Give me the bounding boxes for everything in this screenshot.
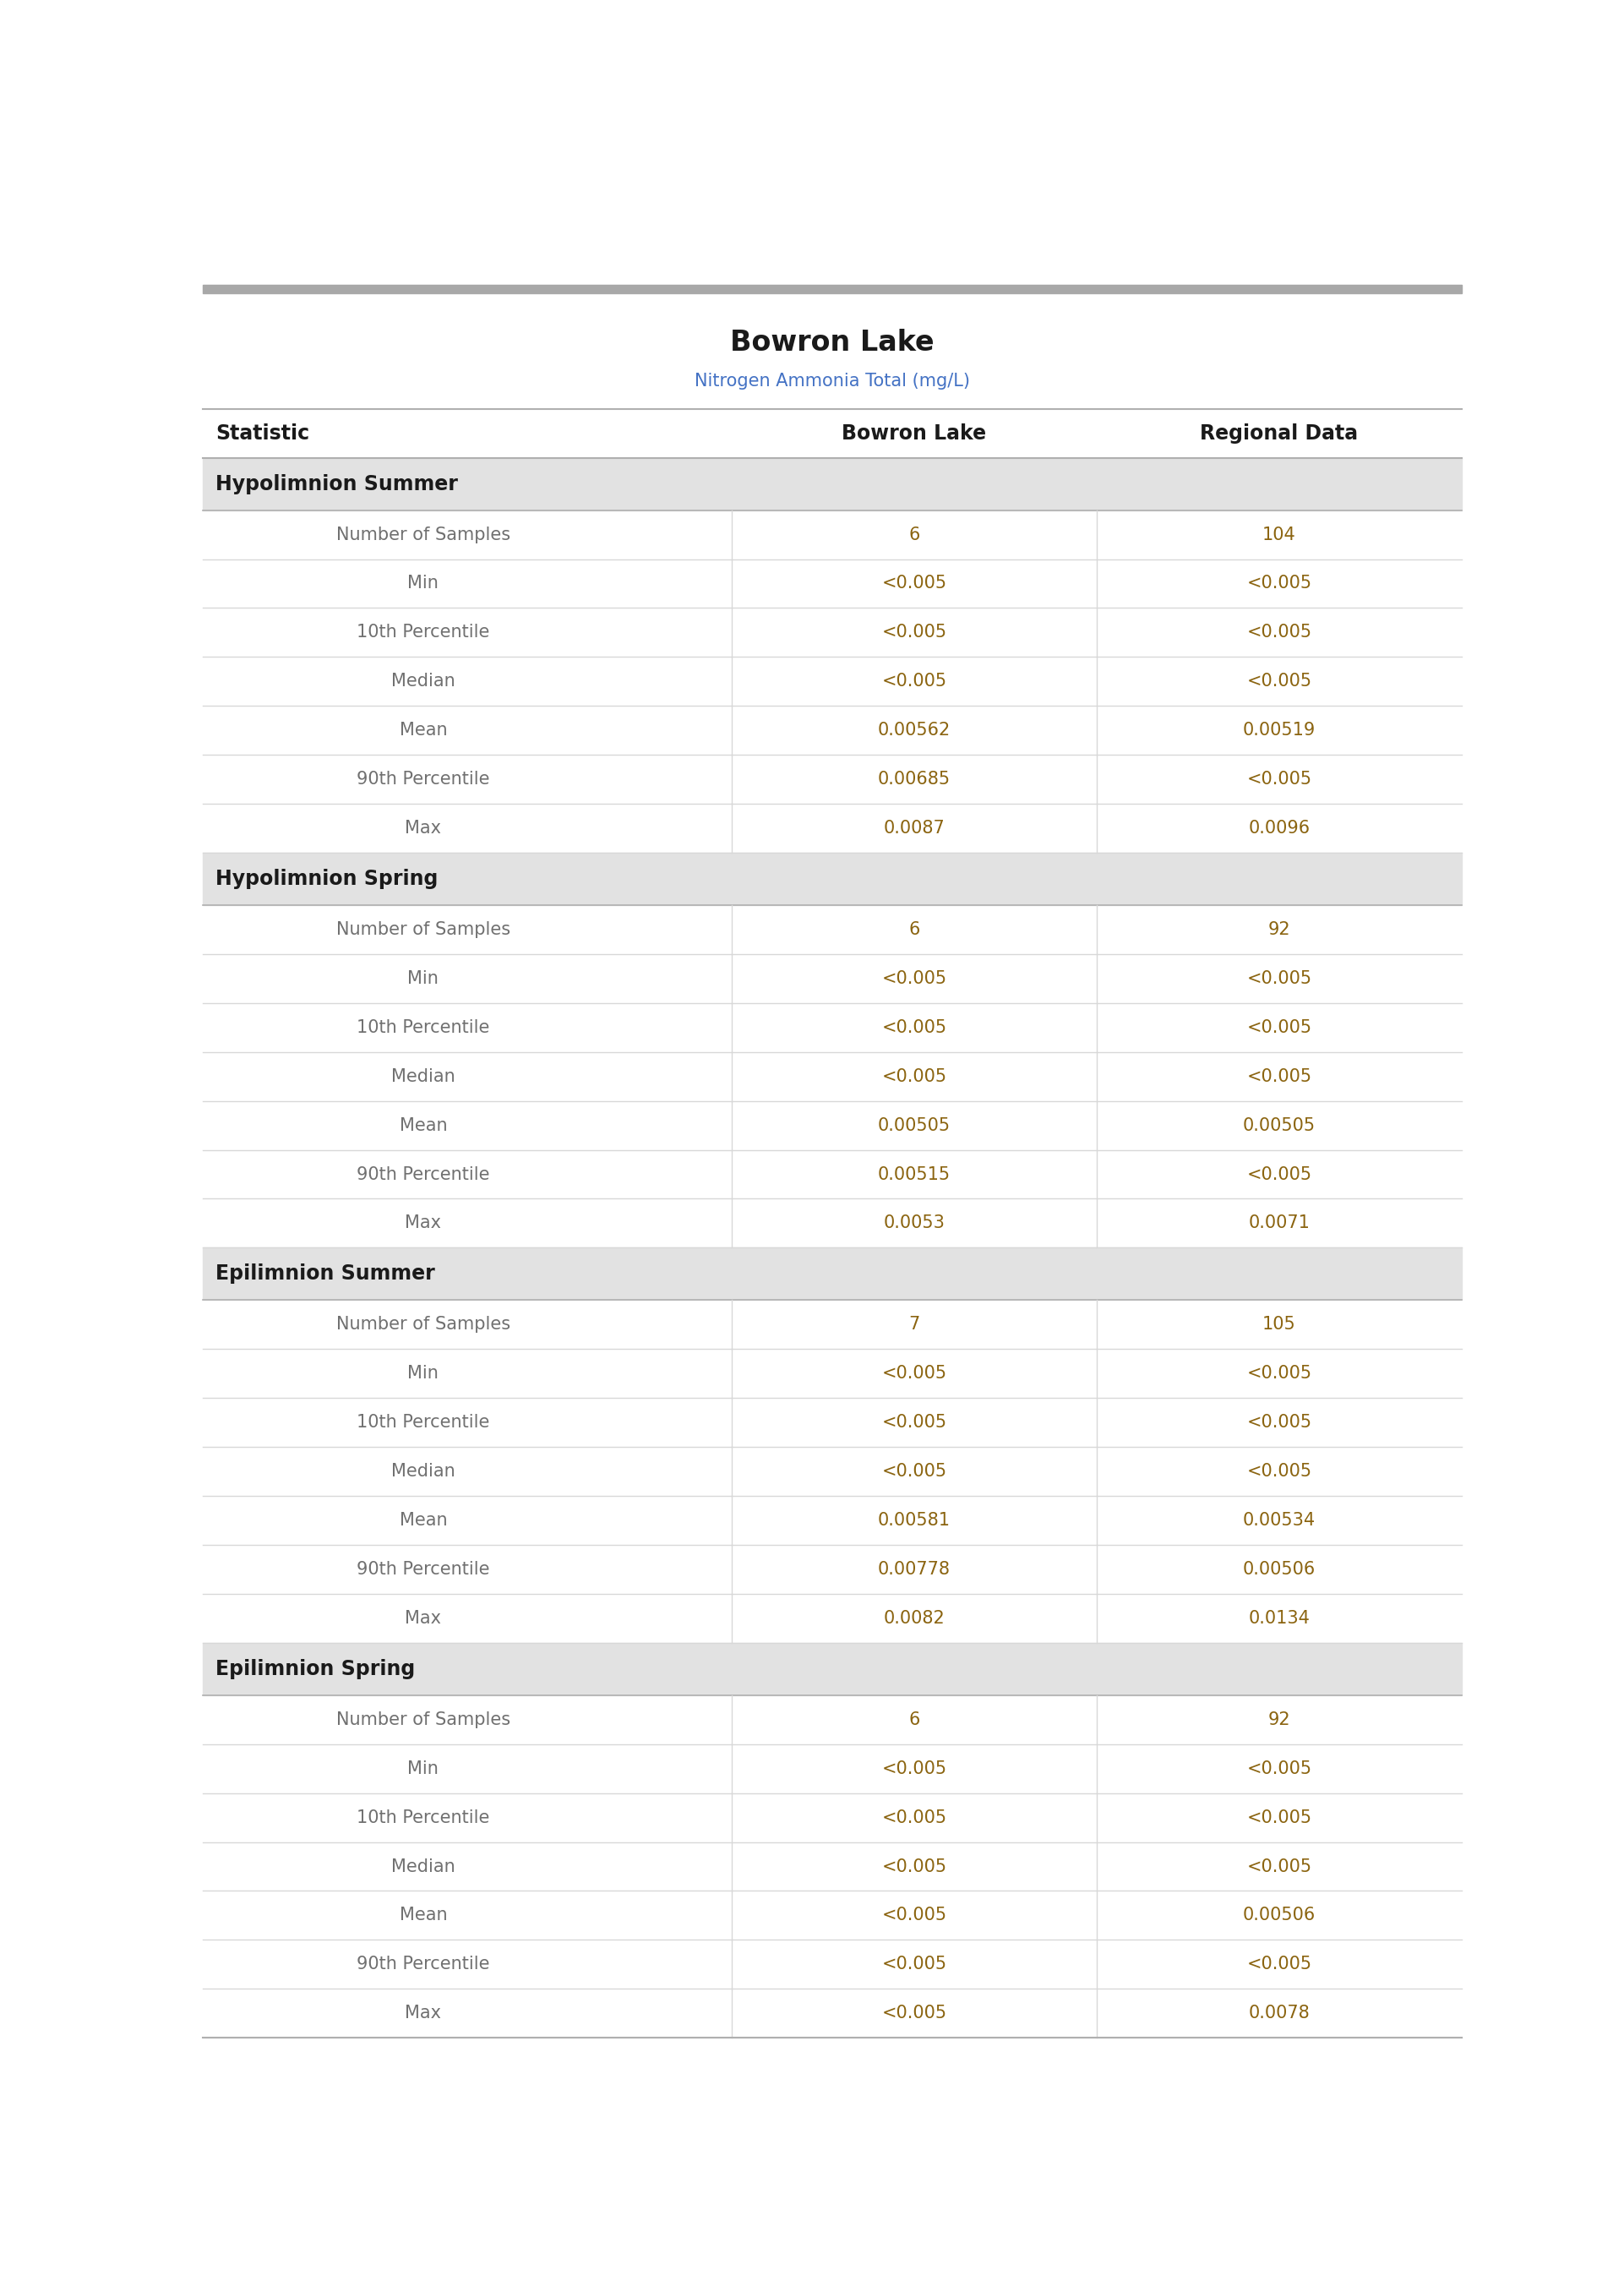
Text: 90th Percentile: 90th Percentile: [357, 1562, 490, 1578]
Text: 10th Percentile: 10th Percentile: [357, 1809, 490, 1825]
Text: Median: Median: [391, 1067, 455, 1085]
Text: 10th Percentile: 10th Percentile: [357, 1414, 490, 1430]
Text: <0.005: <0.005: [1247, 1809, 1312, 1825]
Text: 105: 105: [1262, 1317, 1296, 1332]
Text: Max: Max: [404, 1609, 442, 1628]
Text: 6: 6: [908, 527, 919, 543]
Text: <0.005: <0.005: [882, 574, 947, 592]
Text: <0.005: <0.005: [882, 1809, 947, 1825]
Text: Number of Samples: Number of Samples: [336, 922, 510, 938]
Text: <0.005: <0.005: [882, 672, 947, 690]
Text: <0.005: <0.005: [882, 969, 947, 987]
Text: <0.005: <0.005: [882, 1414, 947, 1430]
Text: Statistic: Statistic: [216, 422, 310, 443]
Text: 0.00505: 0.00505: [1242, 1117, 1315, 1133]
Text: 0.0082: 0.0082: [883, 1609, 945, 1628]
Text: <0.005: <0.005: [1247, 1067, 1312, 1085]
Text: <0.005: <0.005: [882, 1462, 947, 1480]
Text: 0.00515: 0.00515: [877, 1167, 950, 1183]
Text: <0.005: <0.005: [1247, 1167, 1312, 1183]
Bar: [203, 1249, 1462, 1301]
Text: Min: Min: [408, 1364, 438, 1382]
Text: Bowron Lake: Bowron Lake: [841, 422, 986, 443]
Text: 90th Percentile: 90th Percentile: [357, 772, 490, 788]
Bar: [203, 1643, 1462, 1696]
Text: Number of Samples: Number of Samples: [336, 1317, 510, 1332]
Text: <0.005: <0.005: [882, 1759, 947, 1777]
Text: <0.005: <0.005: [1247, 1462, 1312, 1480]
Text: <0.005: <0.005: [1247, 1859, 1312, 1875]
Text: Max: Max: [404, 819, 442, 838]
Text: 10th Percentile: 10th Percentile: [357, 624, 490, 640]
Text: Regional Data: Regional Data: [1200, 422, 1358, 443]
Text: <0.005: <0.005: [1247, 1364, 1312, 1382]
Text: Max: Max: [404, 1214, 442, 1233]
Text: <0.005: <0.005: [882, 2004, 947, 2023]
Text: <0.005: <0.005: [1247, 574, 1312, 592]
Text: 0.00685: 0.00685: [877, 772, 950, 788]
Text: Min: Min: [408, 1759, 438, 1777]
Text: 0.00562: 0.00562: [877, 722, 950, 738]
Text: <0.005: <0.005: [1247, 672, 1312, 690]
Bar: [203, 854, 1462, 906]
Text: <0.005: <0.005: [1247, 1957, 1312, 1973]
Text: <0.005: <0.005: [882, 1907, 947, 1925]
Text: 7: 7: [908, 1317, 919, 1332]
Text: Number of Samples: Number of Samples: [336, 1712, 510, 1727]
Text: Epilimnion Spring: Epilimnion Spring: [216, 1659, 416, 1680]
Text: 92: 92: [1268, 922, 1291, 938]
Text: 0.0134: 0.0134: [1249, 1609, 1311, 1628]
Text: 0.00778: 0.00778: [879, 1562, 950, 1578]
Text: Median: Median: [391, 1859, 455, 1875]
Text: <0.005: <0.005: [1247, 1759, 1312, 1777]
Text: 0.00519: 0.00519: [1242, 722, 1315, 738]
Text: 0.0053: 0.0053: [883, 1214, 945, 1233]
Text: Hypolimnion Summer: Hypolimnion Summer: [216, 474, 458, 495]
Text: 10th Percentile: 10th Percentile: [357, 1019, 490, 1035]
Text: <0.005: <0.005: [1247, 969, 1312, 987]
Text: 90th Percentile: 90th Percentile: [357, 1957, 490, 1973]
Text: Max: Max: [404, 2004, 442, 2023]
Text: <0.005: <0.005: [882, 1957, 947, 1973]
Text: 0.0096: 0.0096: [1249, 819, 1311, 838]
Text: <0.005: <0.005: [1247, 1019, 1312, 1035]
Text: 0.00506: 0.00506: [1242, 1907, 1315, 1925]
Text: 6: 6: [908, 1712, 919, 1727]
Text: 0.0071: 0.0071: [1249, 1214, 1311, 1233]
Text: Number of Samples: Number of Samples: [336, 527, 510, 543]
Bar: [203, 459, 1462, 511]
Text: Mean: Mean: [400, 1117, 447, 1133]
Text: 0.00505: 0.00505: [877, 1117, 950, 1133]
Text: <0.005: <0.005: [882, 624, 947, 640]
Text: Mean: Mean: [400, 1907, 447, 1925]
Text: Nitrogen Ammonia Total (mg/L): Nitrogen Ammonia Total (mg/L): [695, 372, 970, 388]
Text: 0.00581: 0.00581: [879, 1512, 950, 1530]
Text: 104: 104: [1262, 527, 1296, 543]
Text: 92: 92: [1268, 1712, 1291, 1727]
Text: <0.005: <0.005: [1247, 624, 1312, 640]
Text: Mean: Mean: [400, 722, 447, 738]
Text: <0.005: <0.005: [1247, 1414, 1312, 1430]
Text: <0.005: <0.005: [882, 1364, 947, 1382]
Text: Hypolimnion Spring: Hypolimnion Spring: [216, 869, 438, 890]
Text: Median: Median: [391, 672, 455, 690]
Text: Median: Median: [391, 1462, 455, 1480]
Text: Bowron Lake: Bowron Lake: [731, 329, 934, 356]
Text: 0.0078: 0.0078: [1249, 2004, 1311, 2023]
Text: Mean: Mean: [400, 1512, 447, 1530]
Text: Epilimnion Summer: Epilimnion Summer: [216, 1264, 435, 1285]
Text: 6: 6: [908, 922, 919, 938]
Text: <0.005: <0.005: [1247, 772, 1312, 788]
Text: 0.00534: 0.00534: [1242, 1512, 1315, 1530]
Text: Min: Min: [408, 574, 438, 592]
Bar: [203, 284, 1462, 293]
Text: Min: Min: [408, 969, 438, 987]
Text: <0.005: <0.005: [882, 1859, 947, 1875]
Text: 90th Percentile: 90th Percentile: [357, 1167, 490, 1183]
Text: 0.0087: 0.0087: [883, 819, 945, 838]
Text: 0.00506: 0.00506: [1242, 1562, 1315, 1578]
Text: <0.005: <0.005: [882, 1019, 947, 1035]
Text: <0.005: <0.005: [882, 1067, 947, 1085]
